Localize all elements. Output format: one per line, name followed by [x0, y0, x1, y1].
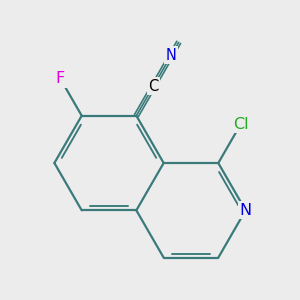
Text: N: N: [166, 48, 177, 63]
Text: N: N: [239, 203, 252, 218]
Text: Cl: Cl: [233, 117, 248, 132]
Text: F: F: [56, 71, 65, 86]
Text: C: C: [148, 79, 158, 94]
